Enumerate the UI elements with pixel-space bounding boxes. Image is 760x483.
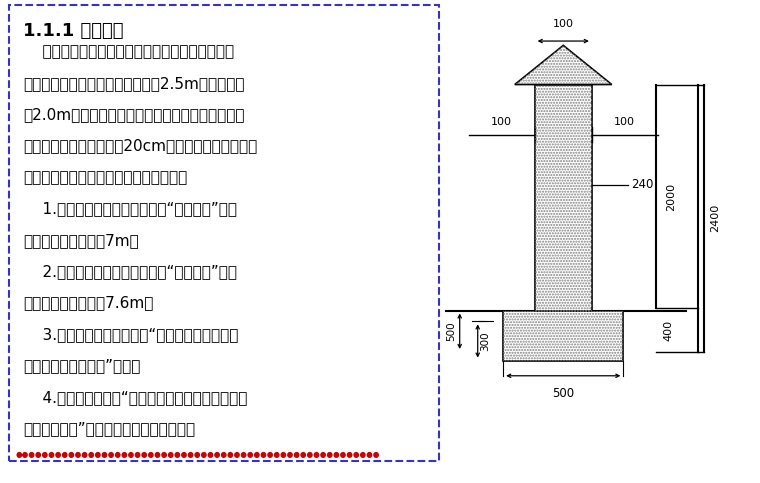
Text: 做支架，工字钉做立柱。围墙标志组合：: 做支架，工字钉做立柱。围墙标志组合： <box>23 170 187 185</box>
Text: 100: 100 <box>614 117 635 127</box>
Text: 钉板的，必须牀筑不小于20cm的基础。夹芯板用槽钉: 钉板的，必须牀筑不小于20cm的基础。夹芯板用槽钉 <box>23 139 257 154</box>
Text: 500: 500 <box>446 321 456 341</box>
Bar <box>503 311 623 360</box>
Text: 2400: 2400 <box>710 204 720 232</box>
Text: 100: 100 <box>553 19 574 29</box>
Text: ●●●●●●●●●●●●●●●●●●●●●●●●●●●●●●●●●●●●●●●●●●●●●●●●●●●●●●●: ●●●●●●●●●●●●●●●●●●●●●●●●●●●●●●●●●●●●●●●●… <box>15 450 379 459</box>
Text: 240: 240 <box>631 178 653 191</box>
Text: 2.金属式：主要图案为企标加“南通二建”，为: 2.金属式：主要图案为企标加“南通二建”，为 <box>23 264 237 279</box>
Text: 400: 400 <box>663 320 673 341</box>
Text: 位、施工单位”全称，右侧为工程效果图。: 位、施工单位”全称，右侧为工程效果图。 <box>23 421 195 436</box>
Text: 300: 300 <box>480 331 490 351</box>
Polygon shape <box>515 45 612 85</box>
Text: 4.靠近大门左侧为“建设单位、监理单位、设计单: 4.靠近大门左侧为“建设单位、监理单位、设计单 <box>23 390 247 405</box>
Text: 围墙可用牀筑式，夹芯彩钉板式或波纹彩钉板。: 围墙可用牀筑式，夹芯彩钉板式或波纹彩钉板。 <box>23 44 234 59</box>
Text: 于2.0m。市区主要路段临街面使用夹芯板或波纹彩: 于2.0m。市区主要路段临街面使用夹芯板或波纹彩 <box>23 107 244 122</box>
Text: 带来不便，敬请谅解”标语。: 带来不便，敬请谅解”标语。 <box>23 358 140 373</box>
Text: 3.临街面或醒目位置应设“我们在此施工，给您: 3.临街面或醒目位置应设“我们在此施工，给您 <box>23 327 238 342</box>
Text: 白底蓝字，每组间隔7m。: 白底蓝字，每组间隔7m。 <box>23 233 138 248</box>
Bar <box>503 311 623 360</box>
Text: 100: 100 <box>491 117 512 127</box>
Text: 2000: 2000 <box>667 183 676 211</box>
Text: 1.1.1 现场围挡: 1.1.1 现场围挡 <box>23 22 123 40</box>
Text: 白底蓝字，每组间隔7.6m。: 白底蓝字，每组间隔7.6m。 <box>23 296 154 311</box>
Text: 500: 500 <box>553 386 575 399</box>
Bar <box>535 85 592 311</box>
Text: 1.牀筑式：主要图案为企标加“南通二建”，为: 1.牀筑式：主要图案为企标加“南通二建”，为 <box>23 201 237 216</box>
Bar <box>535 85 592 311</box>
Text: 市区主要路段临街围墙高度不低于2.5m，其余不低: 市区主要路段临街围墙高度不低于2.5m，其余不低 <box>23 76 244 91</box>
